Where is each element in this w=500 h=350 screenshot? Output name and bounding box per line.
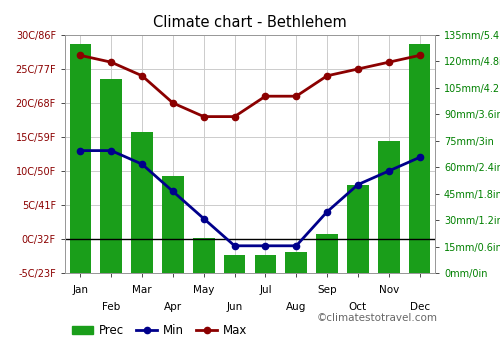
Title: Climate chart - Bethlehem: Climate chart - Bethlehem xyxy=(153,15,347,30)
Legend: Prec, Min, Max: Prec, Min, Max xyxy=(67,319,252,342)
Bar xyxy=(100,79,122,273)
Bar xyxy=(409,44,430,273)
Bar xyxy=(347,185,368,273)
Bar xyxy=(193,238,214,273)
Text: Jan: Jan xyxy=(72,285,88,295)
Text: May: May xyxy=(193,285,214,295)
Text: Jun: Jun xyxy=(226,302,242,312)
Bar xyxy=(254,256,276,273)
Text: Nov: Nov xyxy=(378,285,399,295)
Text: Feb: Feb xyxy=(102,302,120,312)
Bar xyxy=(378,141,400,273)
Bar xyxy=(132,132,153,273)
Text: Oct: Oct xyxy=(349,302,367,312)
Text: Dec: Dec xyxy=(410,302,430,312)
Bar xyxy=(286,252,307,273)
Text: Aug: Aug xyxy=(286,302,306,312)
Text: ©climatestotravel.com: ©climatestotravel.com xyxy=(316,314,438,323)
Bar xyxy=(162,176,184,273)
Bar xyxy=(70,44,91,273)
Bar xyxy=(224,256,246,273)
Text: Mar: Mar xyxy=(132,285,152,295)
Bar xyxy=(316,234,338,273)
Text: Sep: Sep xyxy=(318,285,337,295)
Text: Apr: Apr xyxy=(164,302,182,312)
Text: Jul: Jul xyxy=(259,285,272,295)
